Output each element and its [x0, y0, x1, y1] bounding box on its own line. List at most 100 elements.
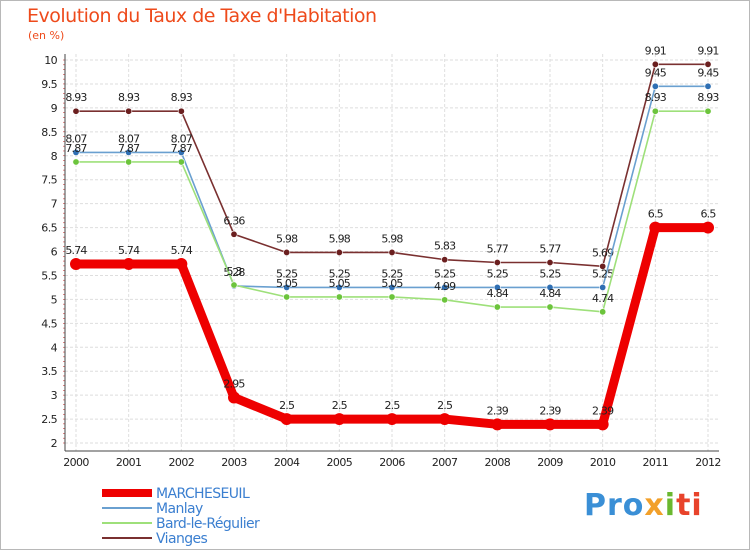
data-point — [70, 257, 82, 270]
data-point — [72, 107, 80, 115]
data-label: 2.95 — [223, 378, 245, 391]
data-label: 5.3 — [226, 265, 242, 278]
data-point — [704, 60, 712, 68]
data-label: 2.39 — [487, 404, 509, 417]
data-label: 5.98 — [276, 232, 298, 245]
data-label: 5.74 — [171, 244, 193, 257]
data-point — [441, 256, 449, 264]
data-point — [704, 82, 712, 90]
data-point — [599, 262, 607, 270]
data-point — [335, 248, 343, 256]
y-tick-label: 2.5 — [41, 413, 57, 426]
chart-title: Evolution du Taux de Taxe d'Habitation — [27, 5, 377, 27]
data-label: 8.07 — [65, 132, 87, 145]
data-point — [72, 148, 80, 156]
data-label: 5.05 — [381, 277, 403, 290]
y-tick-label: 3.5 — [41, 365, 57, 378]
legend-label: Vianges — [156, 531, 208, 547]
data-point — [546, 303, 554, 311]
data-point — [491, 418, 504, 431]
data-point — [72, 158, 80, 166]
y-tick-label: 2 — [51, 437, 57, 450]
data-point — [283, 248, 291, 256]
x-tick-label: 2004 — [274, 456, 300, 469]
data-label: 5.25 — [276, 267, 298, 280]
data-point — [438, 413, 451, 426]
logo-part: i — [664, 488, 677, 523]
data-label: 8.93 — [65, 91, 87, 104]
data-label: 4.84 — [487, 287, 509, 300]
data-point — [546, 283, 554, 291]
y-tick-label: 5.5 — [41, 269, 57, 282]
data-point — [280, 413, 293, 426]
x-tick-label: 2008 — [485, 456, 511, 469]
data-point — [177, 148, 185, 156]
x-tick-label: 2012 — [695, 456, 721, 469]
data-label: 5.69 — [592, 246, 614, 259]
data-label: 8.07 — [118, 132, 140, 145]
y-tick-label: 7 — [51, 198, 58, 211]
data-point — [175, 257, 188, 270]
data-point — [441, 283, 449, 291]
data-label: 4.99 — [434, 280, 456, 293]
y-tick-label: 9 — [51, 102, 58, 115]
data-label: 2.5 — [279, 399, 295, 412]
data-point — [596, 418, 609, 431]
chart-subtitle: (en %) — [28, 29, 65, 42]
y-tick-label: 4 — [51, 341, 58, 354]
data-label: 9.91 — [697, 44, 718, 57]
data-label: 5.25 — [592, 267, 614, 280]
data-point — [177, 158, 185, 166]
data-point — [493, 303, 501, 311]
data-point — [333, 413, 346, 426]
data-point — [335, 293, 343, 301]
x-tick-label: 2006 — [379, 456, 405, 469]
data-point — [441, 296, 449, 304]
x-tick-label: 2010 — [590, 456, 616, 469]
data-point — [228, 391, 240, 404]
data-point — [386, 413, 398, 426]
data-label: 4.74 — [592, 292, 614, 305]
data-label: 7.87 — [171, 142, 193, 155]
y-tick-label: 6.5 — [41, 222, 57, 235]
data-label: 2.5 — [332, 399, 348, 412]
data-label: 5.74 — [65, 244, 87, 257]
data-point — [493, 283, 501, 291]
data-label: 5.25 — [329, 267, 351, 280]
data-point — [177, 107, 185, 115]
data-point — [125, 158, 133, 166]
x-tick-label: 2005 — [327, 456, 353, 469]
legend-label: MARCHESEUIL — [156, 486, 250, 502]
data-point — [122, 257, 135, 270]
x-tick-label: 2003 — [221, 456, 247, 469]
data-point — [599, 308, 607, 316]
data-point — [230, 281, 238, 289]
data-point — [388, 293, 396, 301]
x-tick-label: 2007 — [432, 456, 458, 469]
data-point — [649, 221, 662, 234]
data-point — [388, 248, 396, 256]
data-label: 9.91 — [645, 44, 666, 57]
y-tick-label: 5 — [51, 293, 58, 306]
x-tick-label: 2002 — [169, 456, 195, 469]
data-label: 2.5 — [437, 399, 453, 412]
data-label: 2.5 — [384, 399, 400, 412]
logo-part: ti — [676, 488, 703, 523]
data-label: 9.45 — [697, 66, 719, 79]
data-label: 5.05 — [276, 277, 298, 290]
data-label: 2.39 — [539, 404, 561, 417]
data-point — [283, 283, 291, 291]
data-point — [125, 107, 133, 115]
y-tick-label: 4.5 — [41, 317, 57, 330]
data-label: 5.77 — [487, 243, 509, 256]
data-label: 7.87 — [65, 142, 87, 155]
data-label: 6.5 — [648, 208, 664, 221]
x-tick-label: 2011 — [643, 456, 669, 469]
y-tick-label: 3 — [51, 389, 58, 402]
data-label: 5.05 — [329, 277, 351, 290]
data-label: 5.25 — [434, 267, 456, 280]
data-label: 9.45 — [645, 66, 667, 79]
data-point — [651, 82, 659, 90]
